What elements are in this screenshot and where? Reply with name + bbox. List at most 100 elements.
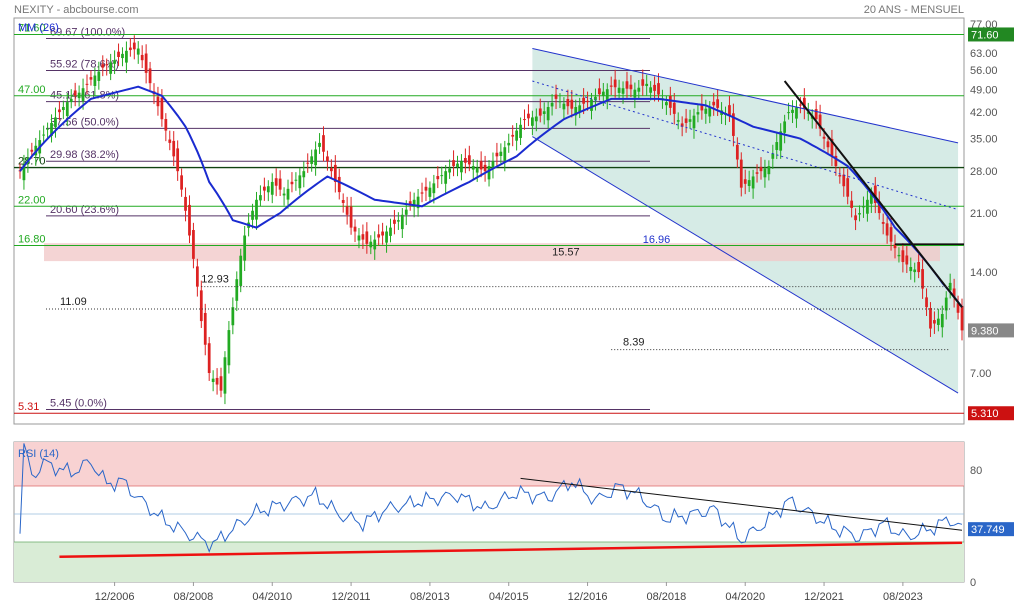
candle-body: [30, 149, 34, 152]
candle-body: [266, 186, 270, 193]
candle-body: [290, 181, 294, 185]
candle-body: [956, 303, 960, 313]
level-label-5: 5.31: [18, 401, 39, 413]
candle-body: [128, 47, 132, 51]
candle-body: [712, 101, 716, 106]
candle-body: [814, 109, 818, 120]
candle-body: [440, 175, 444, 177]
candle-body: [184, 196, 187, 211]
candle-body: [251, 210, 254, 220]
candle-body: [160, 97, 164, 120]
candle-body: [818, 114, 822, 129]
candle-body: [464, 158, 467, 163]
x-tick-7: 08/2018: [647, 591, 687, 603]
candle-body: [227, 330, 231, 366]
candle-body: [889, 227, 893, 242]
high-badge-box: [968, 27, 1014, 42]
candle-body: [558, 101, 562, 103]
candle-body: [148, 68, 152, 84]
low-badge: 5.310: [971, 408, 999, 420]
candle-body: [704, 108, 708, 114]
last-price-badge: 9.380: [971, 325, 999, 337]
candle-body: [475, 167, 479, 173]
candle-body: [909, 266, 913, 272]
candle-body: [436, 176, 440, 180]
candle-body: [936, 318, 940, 325]
candle-body: [858, 213, 861, 215]
channel-upper: [532, 48, 959, 144]
candle-body: [708, 107, 712, 117]
candle-body: [471, 166, 475, 170]
candle-body: [274, 178, 278, 186]
candle-body: [802, 97, 806, 109]
candle-body: [408, 201, 412, 205]
candle-body: [503, 147, 507, 161]
candle-body: [243, 235, 247, 261]
candle-body: [716, 99, 720, 108]
trendline-black: [783, 80, 963, 308]
candle-body: [613, 79, 617, 88]
candle-body: [538, 108, 542, 116]
candle-body: [278, 178, 282, 190]
candle-body: [393, 219, 396, 224]
candle-body: [219, 376, 223, 391]
candle-body: [400, 214, 404, 230]
candle-body: [270, 181, 274, 195]
candle-body: [735, 144, 739, 160]
candle-body: [105, 64, 109, 66]
candle-body: [830, 138, 834, 157]
candle-body: [550, 102, 554, 107]
candle-body: [428, 187, 432, 197]
candle-body: [156, 96, 160, 107]
candle-body: [925, 297, 928, 308]
candle-body: [54, 117, 57, 128]
candle-body: [101, 64, 105, 68]
candle-body: [728, 105, 731, 116]
chart-subtitle: 20 ANS - MENSUEL: [864, 4, 964, 16]
candle-body: [357, 235, 361, 241]
candle-body: [168, 139, 172, 143]
candle-body: [732, 113, 735, 136]
fib-label-0: 69.67 (100.0%): [50, 26, 125, 38]
candle-body: [680, 123, 684, 127]
candle-body: [562, 103, 566, 110]
candle-body: [676, 120, 680, 122]
candle-body: [121, 53, 124, 59]
candle-body: [574, 107, 578, 116]
candle-body: [89, 77, 93, 80]
candle-body: [73, 90, 77, 96]
candle-body: [546, 107, 550, 121]
candle-body: [755, 172, 759, 174]
candle-body: [69, 98, 73, 102]
candle-body: [743, 179, 747, 184]
last-price-badge-box: [968, 323, 1014, 338]
annot-label-1: 11.09: [60, 296, 87, 308]
candle-body: [50, 122, 53, 136]
candle-body: [637, 87, 641, 92]
candle-body: [633, 89, 637, 98]
y-tick-5: 42.00: [970, 107, 998, 119]
x-tick-2: 04/2010: [252, 591, 292, 603]
candle-body: [259, 195, 262, 201]
candle-body: [322, 135, 325, 152]
candle-body: [389, 227, 392, 236]
rsi-last-badge: 37.749: [971, 524, 1005, 536]
candle-body: [842, 174, 846, 187]
candle-body: [806, 112, 810, 114]
candle-body: [822, 136, 826, 139]
candle-body: [65, 102, 69, 116]
candle-body: [452, 160, 455, 167]
candle-body: [913, 269, 917, 273]
channel-middle: [532, 80, 959, 211]
y-tick-0: 7.00: [970, 368, 991, 380]
candle-body: [373, 239, 377, 250]
candle-body: [763, 168, 767, 178]
candle-body: [42, 134, 46, 136]
candle-body: [341, 199, 345, 204]
candle-body: [850, 200, 854, 208]
channel-fill: [532, 48, 959, 394]
candle-body: [302, 171, 306, 178]
candle-body: [93, 75, 97, 86]
candle-body: [207, 343, 211, 374]
